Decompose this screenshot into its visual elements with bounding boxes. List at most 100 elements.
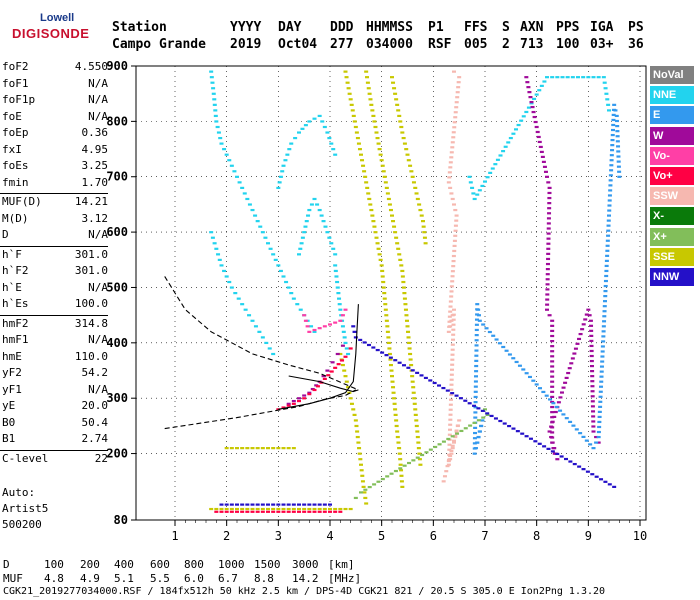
data-point xyxy=(479,424,484,428)
data-point xyxy=(568,460,573,463)
data-point xyxy=(353,419,358,422)
data-point xyxy=(448,310,453,313)
legend-item: NNE xyxy=(650,86,694,105)
data-point xyxy=(527,91,532,94)
data-point xyxy=(371,220,376,223)
footer-value: 200 xyxy=(80,558,100,571)
data-point xyxy=(409,363,414,367)
data-point xyxy=(377,253,382,256)
data-point xyxy=(224,503,229,506)
data-point xyxy=(511,357,516,360)
data-point xyxy=(397,447,402,450)
data-point xyxy=(352,120,357,123)
data-point xyxy=(521,115,526,118)
data-point xyxy=(368,203,373,206)
data-point xyxy=(375,136,380,140)
param-row: D N/A xyxy=(2,228,108,244)
data-point xyxy=(286,510,291,513)
data-point xyxy=(346,386,351,389)
param-row: foF1p N/A xyxy=(2,93,108,109)
data-point xyxy=(400,275,405,278)
y-tick-label: 600 xyxy=(106,225,128,239)
data-point xyxy=(451,323,456,326)
data-point xyxy=(333,321,338,324)
data-point xyxy=(363,175,368,178)
data-point xyxy=(340,359,345,362)
data-point xyxy=(607,109,611,112)
data-point xyxy=(596,76,601,79)
data-point xyxy=(257,330,262,333)
header-row2-cell: RSF xyxy=(428,37,452,52)
data-point xyxy=(550,329,555,333)
data-point xyxy=(283,159,288,162)
param-value: N/A xyxy=(88,280,108,294)
data-point xyxy=(408,358,413,361)
data-point xyxy=(291,297,296,300)
data-point xyxy=(398,120,403,123)
data-point xyxy=(452,249,457,253)
data-point xyxy=(547,191,552,195)
data-point xyxy=(338,507,343,511)
data-point xyxy=(516,123,521,127)
data-point xyxy=(391,220,396,223)
data-point xyxy=(422,231,427,234)
data-point xyxy=(449,151,454,154)
data-point xyxy=(385,325,390,328)
data-point xyxy=(600,345,605,348)
data-point xyxy=(245,507,250,511)
data-point xyxy=(392,402,397,405)
data-point xyxy=(451,259,456,263)
data-point xyxy=(615,124,620,128)
data-point xyxy=(451,254,456,258)
data-point xyxy=(446,459,451,463)
data-point xyxy=(453,116,458,119)
data-point xyxy=(338,352,343,356)
data-point xyxy=(281,164,286,167)
data-point xyxy=(423,376,428,380)
data-point xyxy=(596,435,601,439)
param-name: C-level xyxy=(2,451,49,465)
data-point xyxy=(603,284,608,288)
header-row2-cell: 713 xyxy=(520,37,544,52)
y-tick-label: 300 xyxy=(106,391,128,405)
data-point xyxy=(229,507,234,511)
data-point xyxy=(407,461,412,465)
data-point xyxy=(550,339,555,343)
data-point xyxy=(291,503,296,506)
data-point xyxy=(286,447,291,450)
data-point xyxy=(552,415,557,418)
data-point xyxy=(398,463,403,466)
data-point xyxy=(359,469,364,472)
param-row: h`E N/A xyxy=(2,281,108,297)
data-point xyxy=(365,186,370,190)
data-point xyxy=(214,120,219,123)
data-point xyxy=(558,396,563,399)
data-point xyxy=(538,145,543,149)
data-point xyxy=(474,339,479,342)
data-point xyxy=(543,170,548,173)
data-point xyxy=(608,189,613,192)
data-point xyxy=(609,164,614,167)
data-point xyxy=(406,366,411,369)
data-point xyxy=(572,352,577,355)
data-point xyxy=(550,390,555,393)
param-name: foF2 xyxy=(2,60,29,73)
data-point xyxy=(255,447,260,450)
data-point xyxy=(325,231,330,234)
data-point xyxy=(224,153,229,156)
data-point xyxy=(541,160,546,163)
data-point xyxy=(276,507,281,511)
data-point xyxy=(546,257,551,261)
data-point xyxy=(555,458,560,461)
data-point xyxy=(302,394,307,397)
data-point xyxy=(468,424,473,427)
data-point xyxy=(599,370,604,373)
y-tick-label: 400 xyxy=(106,336,128,350)
footer-value: 1500 xyxy=(254,558,281,571)
data-point xyxy=(271,447,276,450)
header-row1-cell: AXN xyxy=(520,20,544,35)
data-point xyxy=(327,136,332,140)
data-point xyxy=(384,354,389,357)
data-point xyxy=(278,175,283,178)
data-point xyxy=(452,439,456,442)
